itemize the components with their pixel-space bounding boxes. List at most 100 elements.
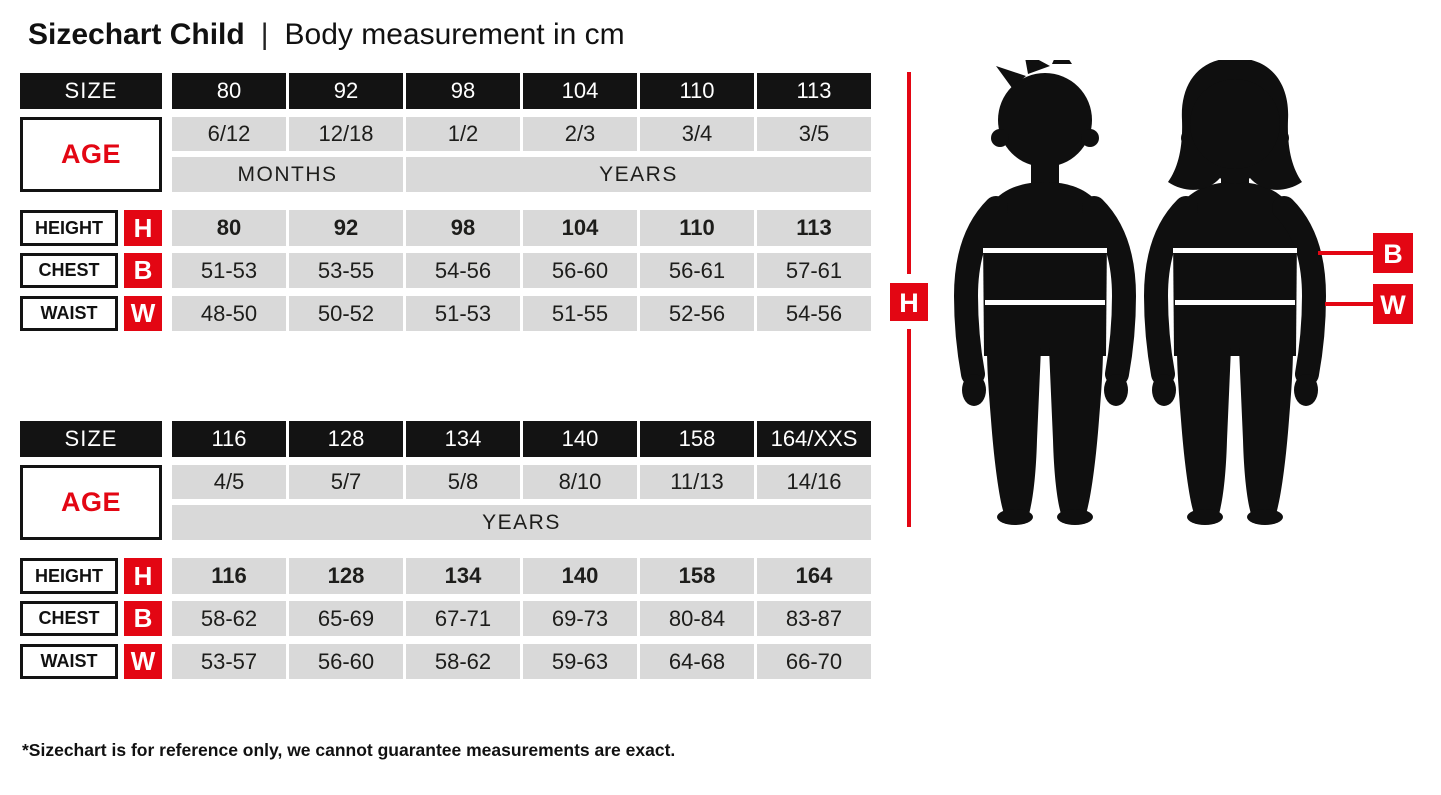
size-table-small: SIZE 80 92 98 104 110 113 AGE 6/12 12/18…	[20, 73, 871, 331]
size-col-header: 164/XXS	[757, 421, 871, 457]
age-value-cell: 5/8	[406, 465, 520, 499]
chest-value-cell: 57-61	[757, 253, 871, 288]
chest-b-badge: B	[124, 253, 162, 288]
age-value-cell: 5/7	[289, 465, 403, 499]
size-col-header: 134	[406, 421, 520, 457]
age-value-cell: 14/16	[757, 465, 871, 499]
girl-silhouette	[1152, 58, 1318, 525]
size-col-header: 92	[289, 73, 403, 109]
waist-value-cell: 58-62	[406, 644, 520, 679]
waist-indicator: W	[1325, 284, 1413, 324]
height-value-cell: 128	[289, 558, 403, 594]
waist-label: WAIST	[20, 296, 118, 331]
size-row-header: SIZE	[20, 73, 162, 109]
age-value-cell: 6/12	[172, 117, 286, 151]
title-separator: |	[260, 18, 269, 51]
height-value-cell: 164	[757, 558, 871, 594]
height-value-cell: 80	[172, 210, 286, 246]
age-value-cell: 11/13	[640, 465, 754, 499]
unit-span-months: MONTHS	[172, 157, 403, 192]
waist-value-cell: 54-56	[757, 296, 871, 331]
waist-w-badge: W	[124, 644, 162, 679]
chest-value-cell: 67-71	[406, 601, 520, 636]
height-value-cell: 98	[406, 210, 520, 246]
waist-value-cell: 59-63	[523, 644, 637, 679]
size-table-large: SIZE 116 128 134 140 158 164/XXS AGE 4/5…	[20, 421, 871, 679]
b-badge-box	[1373, 233, 1413, 273]
chest-value-cell: 54-56	[406, 253, 520, 288]
chest-value-cell: 56-61	[640, 253, 754, 288]
chest-value-cell: 53-55	[289, 253, 403, 288]
waist-value-cell: 50-52	[289, 296, 403, 331]
age-value-cell: 2/3	[523, 117, 637, 151]
size-col-header: 104	[523, 73, 637, 109]
b-badge-text: B	[1383, 239, 1403, 269]
age-value-cell: 12/18	[289, 117, 403, 151]
size-col-header: 158	[640, 421, 754, 457]
age-value-cell: 1/2	[406, 117, 520, 151]
boy-head	[998, 73, 1092, 167]
boy-hair-spikes	[996, 46, 1072, 88]
age-row-header: AGE	[20, 117, 162, 192]
age-value-cell: 3/5	[757, 117, 871, 151]
height-label: HEIGHT	[20, 210, 118, 246]
waist-value-cell: 64-68	[640, 644, 754, 679]
chest-b-badge: B	[124, 601, 162, 636]
height-h-badge: H	[124, 558, 162, 594]
chest-label: CHEST	[20, 601, 118, 636]
waist-label: WAIST	[20, 644, 118, 679]
age-value-cell: 8/10	[523, 465, 637, 499]
age-row-header: AGE	[20, 465, 162, 540]
waist-value-cell: 51-55	[523, 296, 637, 331]
height-row-header: HEIGHT H	[20, 558, 162, 594]
height-indicator: H	[890, 72, 928, 527]
chest-row-header: CHEST B	[20, 601, 162, 636]
girl-head	[1190, 79, 1280, 169]
height-value-cell: 110	[640, 210, 754, 246]
chest-value-cell: 65-69	[289, 601, 403, 636]
height-label: HEIGHT	[20, 558, 118, 594]
chest-value-cell: 83-87	[757, 601, 871, 636]
age-value-cell: 4/5	[172, 465, 286, 499]
measurement-diagram: H B W	[890, 46, 1413, 540]
waist-row-header: WAIST W	[20, 296, 162, 331]
height-value-cell: 158	[640, 558, 754, 594]
h-badge-box	[890, 283, 928, 321]
unit-span-years: YEARS	[406, 157, 871, 192]
chest-indicator: B	[1318, 233, 1413, 273]
w-badge-box	[1373, 284, 1413, 324]
footnote: *Sizechart is for reference only, we can…	[22, 740, 676, 760]
height-h-badge: H	[124, 210, 162, 246]
boy-silhouette	[962, 46, 1128, 525]
size-col-header: 110	[640, 73, 754, 109]
waist-value-cell: 53-57	[172, 644, 286, 679]
waist-value-cell: 56-60	[289, 644, 403, 679]
height-row-header: HEIGHT H	[20, 210, 162, 246]
size-col-header: 80	[172, 73, 286, 109]
waist-value-cell: 48-50	[172, 296, 286, 331]
size-col-header: 116	[172, 421, 286, 457]
page-title-bold: Sizechart Child	[28, 18, 245, 51]
page-subtitle: Body measurement in cm	[284, 18, 625, 51]
chest-value-cell: 51-53	[172, 253, 286, 288]
size-col-header: 140	[523, 421, 637, 457]
chest-value-cell: 69-73	[523, 601, 637, 636]
h-badge-text: H	[899, 288, 919, 318]
height-value-cell: 140	[523, 558, 637, 594]
height-value-cell: 116	[172, 558, 286, 594]
w-badge-text: W	[1380, 290, 1406, 320]
height-value-cell: 113	[757, 210, 871, 246]
waist-value-cell: 51-53	[406, 296, 520, 331]
chest-value-cell: 56-60	[523, 253, 637, 288]
unit-span-years: YEARS	[172, 505, 871, 540]
chest-value-cell: 58-62	[172, 601, 286, 636]
size-col-header: 128	[289, 421, 403, 457]
height-value-cell: 92	[289, 210, 403, 246]
size-col-header: 98	[406, 73, 520, 109]
chest-row-header: CHEST B	[20, 253, 162, 288]
waist-row-header: WAIST W	[20, 644, 162, 679]
page-title: Sizechart Child | Body measurement in cm	[28, 18, 625, 52]
height-value-cell: 134	[406, 558, 520, 594]
chest-label: CHEST	[20, 253, 118, 288]
child-silhouettes-figure: H B W	[880, 46, 1441, 540]
